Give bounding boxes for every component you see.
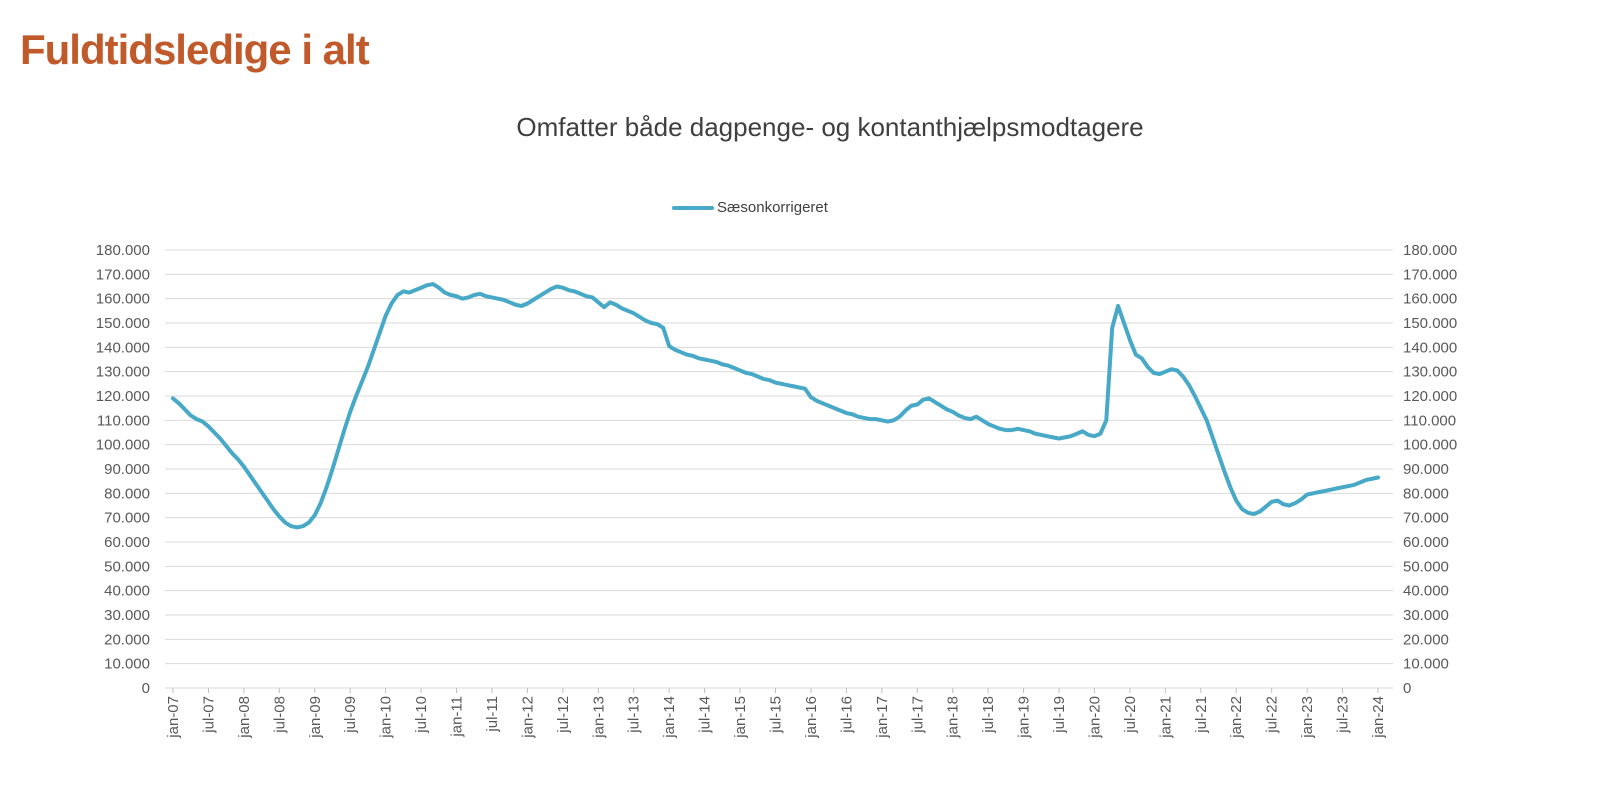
svg-text:jan-16: jan-16	[803, 696, 820, 739]
svg-text:jul-10: jul-10	[413, 696, 430, 734]
svg-text:jul-19: jul-19	[1051, 696, 1068, 734]
svg-text:0: 0	[1403, 680, 1411, 697]
svg-text:jan-18: jan-18	[945, 696, 962, 739]
svg-text:jan-12: jan-12	[519, 696, 536, 739]
legend-label: Sæsonkorrigeret	[717, 199, 828, 216]
svg-text:110.000: 110.000	[97, 412, 150, 429]
svg-text:60.000: 60.000	[104, 534, 150, 551]
svg-text:110.000: 110.000	[1403, 412, 1456, 429]
svg-text:60.000: 60.000	[1403, 534, 1449, 551]
legend-line-marker-icon	[672, 205, 715, 210]
svg-text:jan-15: jan-15	[732, 696, 749, 739]
svg-text:70.000: 70.000	[104, 510, 150, 527]
svg-text:120.000: 120.000	[96, 388, 150, 405]
svg-text:jul-09: jul-09	[342, 696, 359, 734]
svg-text:50.000: 50.000	[104, 558, 150, 575]
svg-text:70.000: 70.000	[1403, 510, 1449, 527]
svg-text:180.000: 180.000	[96, 242, 150, 259]
svg-text:jan-11: jan-11	[449, 696, 466, 738]
svg-text:40.000: 40.000	[104, 583, 150, 600]
svg-text:jan-08: jan-08	[236, 696, 253, 739]
svg-text:jan-09: jan-09	[307, 696, 324, 739]
svg-text:100.000: 100.000	[96, 437, 150, 454]
gridlines	[165, 249, 1393, 689]
svg-text:jul-07: jul-07	[200, 696, 217, 734]
svg-text:100.000: 100.000	[1403, 437, 1457, 454]
svg-text:jul-15: jul-15	[768, 696, 785, 734]
svg-text:80.000: 80.000	[1403, 485, 1449, 502]
svg-text:jul-08: jul-08	[271, 696, 288, 734]
svg-text:20.000: 20.000	[104, 631, 150, 648]
svg-text:jan-07: jan-07	[165, 696, 182, 739]
svg-text:150.000: 150.000	[1403, 315, 1457, 332]
svg-text:180.000: 180.000	[1403, 242, 1457, 259]
legend: Sæsonkorrigeret	[250, 199, 1250, 216]
svg-text:160.000: 160.000	[96, 291, 150, 308]
svg-text:10.000: 10.000	[1403, 656, 1449, 673]
svg-text:jan-14: jan-14	[661, 696, 678, 739]
svg-text:jan-23: jan-23	[1299, 696, 1316, 739]
svg-text:jul-20: jul-20	[1122, 696, 1139, 734]
svg-text:jan-10: jan-10	[378, 696, 395, 739]
svg-text:90.000: 90.000	[104, 461, 150, 478]
svg-text:130.000: 130.000	[1403, 364, 1457, 381]
page-title: Fuldtidsledige i alt	[20, 26, 370, 73]
x-axis-ticks	[172, 688, 1379, 693]
svg-text:140.000: 140.000	[1403, 339, 1457, 356]
y-axis-labels-right: 0 10.000 20.000 30.000 40.000 50.000 60.000 70.…	[1403, 242, 1457, 697]
svg-text:jan-20: jan-20	[1086, 696, 1103, 739]
svg-text:140.000: 140.000	[96, 339, 150, 356]
svg-text:40.000: 40.000	[1403, 583, 1449, 600]
svg-text:170.000: 170.000	[1403, 266, 1457, 283]
svg-text:jan-24: jan-24	[1370, 696, 1387, 739]
svg-text:jul-23: jul-23	[1335, 696, 1352, 734]
svg-text:30.000: 30.000	[104, 607, 150, 624]
svg-text:80.000: 80.000	[104, 485, 150, 502]
x-axis-labels: jan-07 jul-07 jan-08 jul-08 jan-09 jul-09 jan-…	[165, 696, 1387, 739]
svg-text:30.000: 30.000	[1403, 607, 1449, 624]
svg-text:20.000: 20.000	[1403, 631, 1449, 648]
svg-text:jan-17: jan-17	[874, 696, 891, 739]
svg-text:90.000: 90.000	[1403, 461, 1449, 478]
svg-text:jul-21: jul-21	[1193, 696, 1210, 734]
svg-text:jul-16: jul-16	[838, 696, 855, 734]
series-line	[171, 282, 1380, 530]
svg-text:jan-13: jan-13	[590, 696, 607, 739]
svg-text:jul-13: jul-13	[626, 696, 643, 734]
svg-text:jul-22: jul-22	[1264, 696, 1281, 734]
svg-text:170.000: 170.000	[96, 266, 150, 283]
svg-text:jan-19: jan-19	[1016, 696, 1033, 739]
svg-text:jul-18: jul-18	[980, 696, 997, 734]
svg-text:130.000: 130.000	[96, 364, 150, 381]
svg-text:50.000: 50.000	[1403, 558, 1449, 575]
chart-title: Omfatter både dagpenge- og kontanthjælps…	[516, 112, 1144, 142]
svg-text:jul-12: jul-12	[555, 696, 572, 734]
svg-text:jul-17: jul-17	[909, 696, 926, 734]
svg-text:10.000: 10.000	[104, 656, 150, 673]
svg-text:0: 0	[142, 680, 150, 697]
svg-text:jul-11: jul-11	[484, 696, 501, 733]
svg-text:150.000: 150.000	[96, 315, 150, 332]
svg-text:160.000: 160.000	[1403, 291, 1457, 308]
svg-text:jul-14: jul-14	[697, 696, 714, 734]
svg-text:120.000: 120.000	[1403, 388, 1457, 405]
svg-text:jan-21: jan-21	[1157, 696, 1174, 739]
svg-text:jan-22: jan-22	[1228, 696, 1245, 739]
y-axis-labels-left: 0 10.000 20.000 30.000 40.000 50.000 60.000 70.…	[96, 242, 150, 697]
